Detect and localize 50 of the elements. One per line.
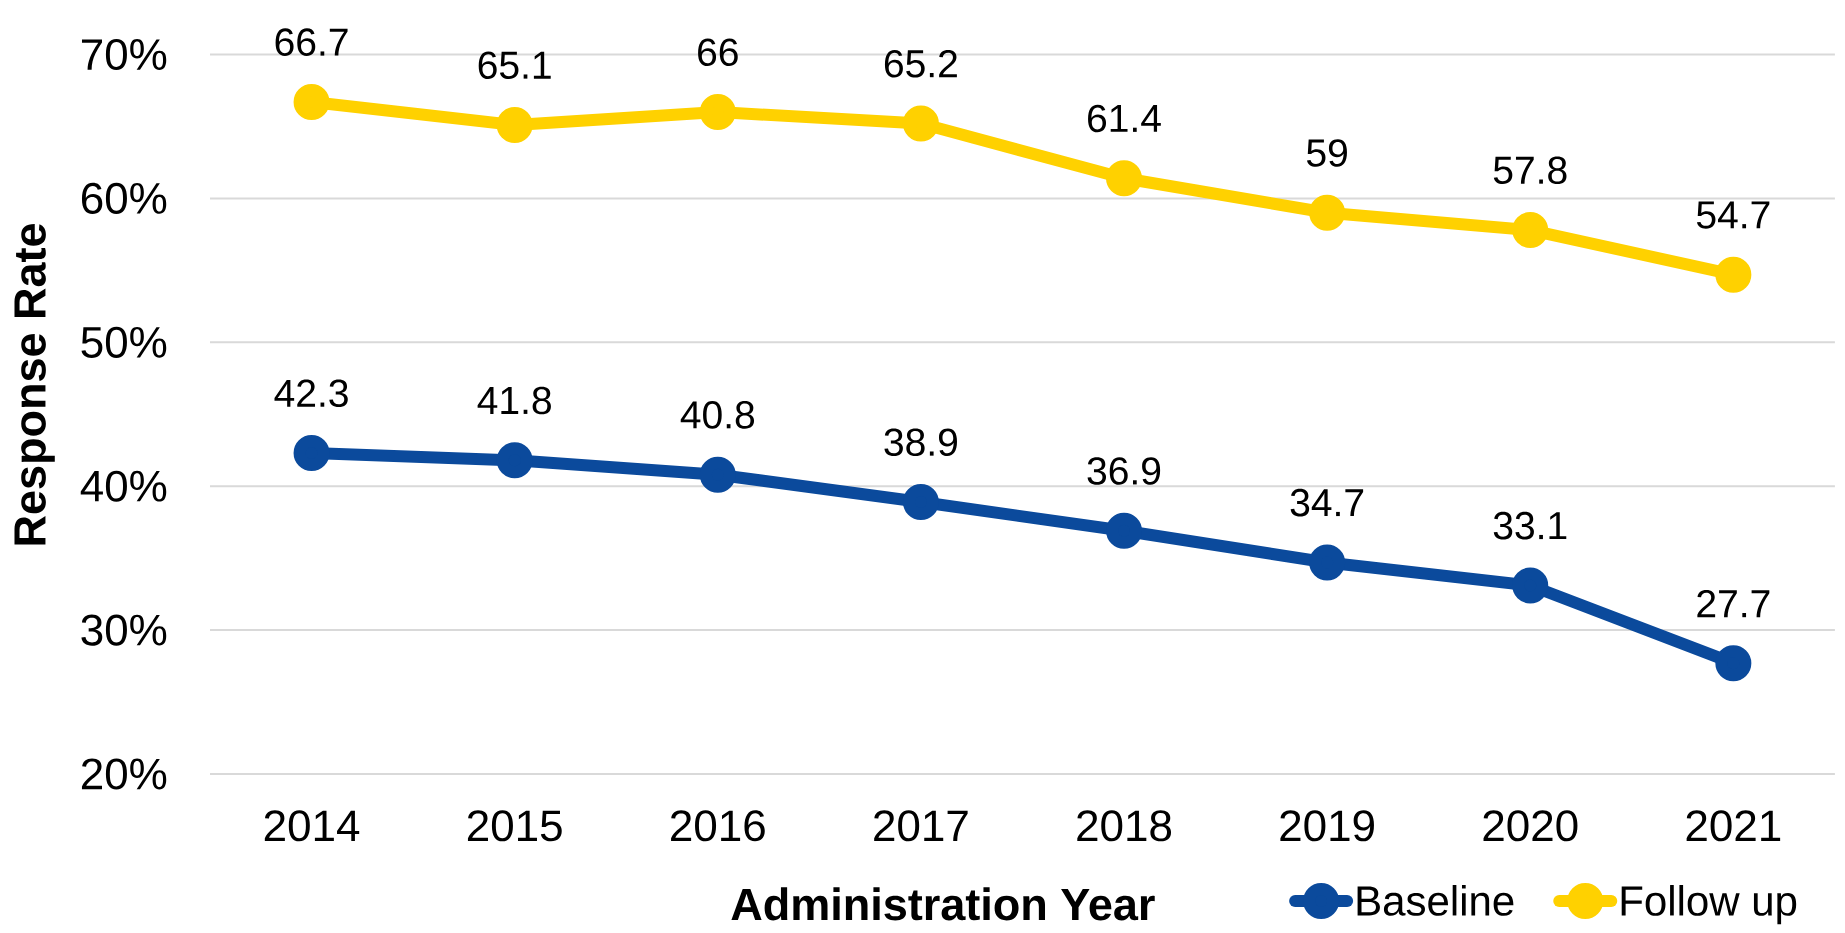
data-label: 27.7: [1697, 589, 1770, 618]
point: [496, 442, 533, 479]
x-tick-label: 2014: [264, 810, 360, 842]
data-label: 66.7: [275, 28, 348, 56]
y-axis-title: Response Rate: [14, 224, 55, 545]
data-label: 61.4: [1088, 104, 1161, 133]
x-tick-label: 2020: [1483, 810, 1578, 842]
point: [1512, 567, 1549, 604]
data-label: 41.8: [477, 386, 551, 415]
x-tick-label: 2019: [1280, 810, 1374, 842]
data-label: 42.3: [274, 379, 348, 408]
point: [1715, 645, 1752, 682]
data-label: 57.8: [1493, 156, 1567, 185]
point: [699, 456, 736, 493]
y-tick-label: 40%: [80, 470, 167, 502]
point: [496, 107, 533, 144]
point: [902, 484, 939, 521]
point: [1512, 212, 1549, 249]
data-label: 59: [1307, 139, 1347, 167]
data-label: 36.9: [1087, 457, 1161, 485]
y-tick-label: 70%: [81, 38, 167, 71]
x-tick-label: 2017: [874, 810, 968, 842]
legend-label: Follow up: [1621, 885, 1797, 925]
y-tick-label: 60%: [81, 182, 167, 214]
point: [1309, 194, 1346, 231]
point: [699, 94, 736, 131]
point: [1106, 512, 1143, 549]
point: [1715, 256, 1752, 293]
y-tick-label: 50%: [81, 326, 167, 358]
data-label: 38.9: [884, 428, 957, 457]
point: [902, 105, 939, 142]
point: [293, 83, 330, 120]
x-tick-label: 2016: [671, 810, 765, 842]
data-label: 66: [698, 38, 738, 67]
data-label: 54.7: [1696, 201, 1770, 229]
data-label: 65.1: [478, 51, 551, 79]
data-label: 33.1: [1493, 511, 1567, 540]
data-label: 40.8: [680, 401, 755, 429]
point: [1309, 544, 1346, 581]
legend-label: Baseline: [1357, 885, 1514, 916]
y-tick-label: 20%: [81, 758, 167, 790]
x-tick-label: 2021: [1686, 810, 1781, 842]
point: [1106, 160, 1143, 197]
point: [293, 435, 330, 472]
y-tick-label: 30%: [81, 614, 167, 646]
x-axis-title: Administration Year: [731, 887, 1155, 921]
data-label: 34.7: [1290, 488, 1364, 517]
data-label: 65.2: [884, 49, 957, 78]
x-tick-label: 2018: [1077, 810, 1172, 842]
x-tick-label: 2015: [467, 810, 562, 842]
